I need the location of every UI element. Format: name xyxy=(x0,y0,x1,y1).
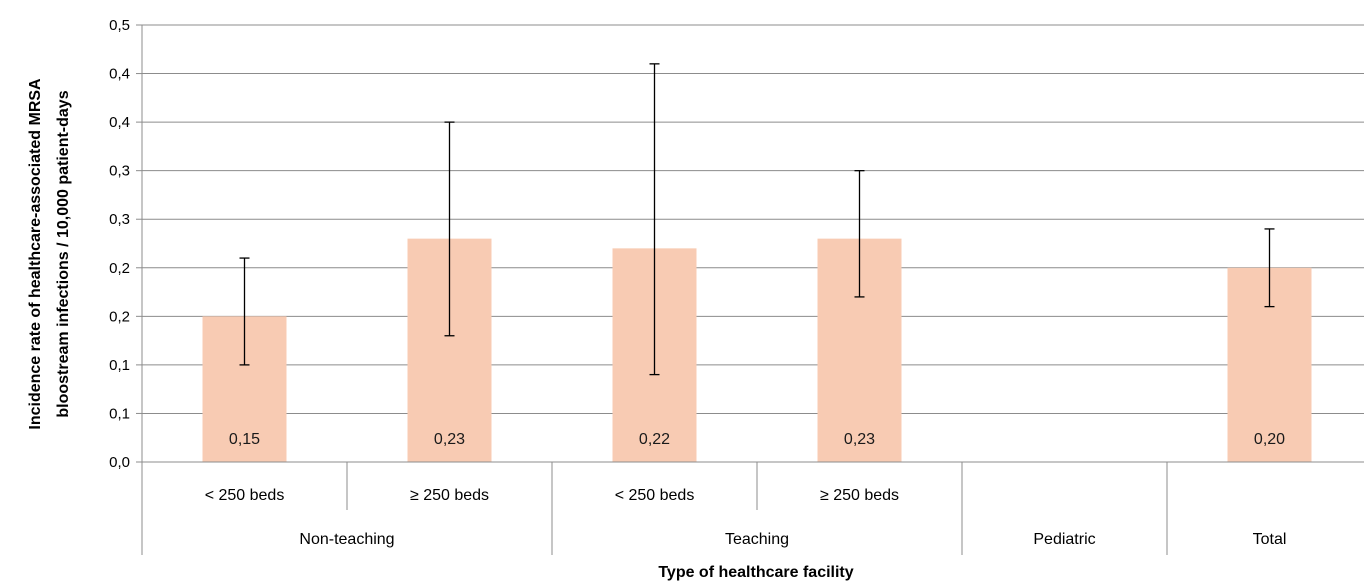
y-axis-title-line-2: bloostream infections / 10,000 patient-d… xyxy=(55,90,72,417)
x-group-label: Non-teaching xyxy=(299,531,394,548)
axes xyxy=(136,24,1364,555)
data-label: 0,15 xyxy=(229,431,260,448)
x-category-label: < 250 beds xyxy=(205,487,285,504)
x-category-label: ≥ 250 beds xyxy=(410,487,489,504)
x-category-label: < 250 beds xyxy=(615,487,695,504)
error-bars xyxy=(239,63,1275,376)
x-group-label: Teaching xyxy=(725,531,789,548)
y-tick-label: 0,1 xyxy=(109,357,130,374)
y-tick-label: 0,3 xyxy=(109,211,130,228)
y-axis-title: Incidence rate of healthcare-associated … xyxy=(27,78,72,430)
y-tick-labels: 0,0 0,1 0,1 0,2 0,2 0,3 0,3 0,4 0,4 0,5 xyxy=(109,17,130,471)
gridlines xyxy=(142,24,1364,414)
data-label: 0,23 xyxy=(434,431,465,448)
x-category-labels: < 250 beds ≥ 250 beds < 250 beds ≥ 250 beds… xyxy=(205,487,1287,548)
x-group-label: Total xyxy=(1253,531,1287,548)
y-tick-label: 0,0 xyxy=(109,454,130,471)
y-tick-label: 0,3 xyxy=(109,163,130,180)
data-label: 0,20 xyxy=(1254,431,1285,448)
x-category-label: ≥ 250 beds xyxy=(820,487,899,504)
y-tick-label: 0,4 xyxy=(109,66,130,83)
y-tick-label: 0,1 xyxy=(109,405,130,422)
data-label: 0,22 xyxy=(639,431,670,448)
y-tick-label: 0,4 xyxy=(109,114,130,131)
y-tick-label: 0,2 xyxy=(109,308,130,325)
y-tick-label: 0,2 xyxy=(109,260,130,277)
x-group-label: Pediatric xyxy=(1033,531,1095,548)
data-labels: 0,15 0,23 0,22 0,23 0,20 xyxy=(229,431,1285,448)
bars xyxy=(202,238,1312,462)
y-axis-title-line-1: Incidence rate of healthcare-associated … xyxy=(27,78,44,430)
x-axis-title: Type of healthcare facility xyxy=(658,564,853,581)
data-label: 0,23 xyxy=(844,431,875,448)
y-tick-label: 0,5 xyxy=(109,17,130,34)
